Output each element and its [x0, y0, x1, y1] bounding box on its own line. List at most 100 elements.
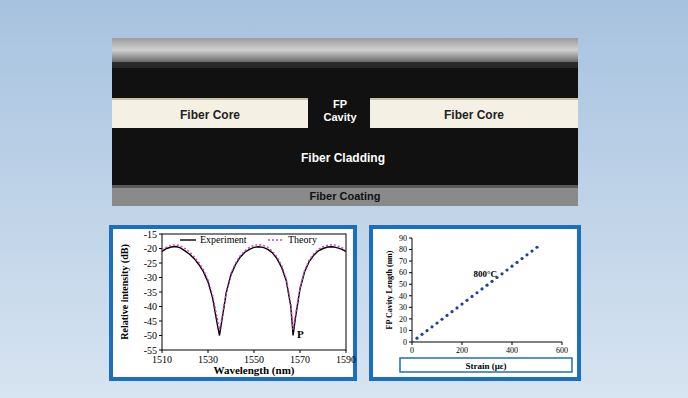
y-tick-label: -45: [144, 316, 157, 327]
legend-item: Experiment: [180, 234, 247, 245]
y-tick: [409, 249, 412, 250]
x-label: Wavelength (nm): [214, 364, 295, 377]
x-tick-label: 600: [556, 346, 568, 355]
y-tick: [159, 321, 162, 322]
point: [420, 333, 423, 336]
x-tick: [346, 350, 347, 353]
point: [475, 291, 478, 294]
y-label: Relative intensity (dB): [119, 244, 131, 340]
y-axis: [412, 238, 413, 342]
edge: [112, 185, 578, 188]
point: [425, 329, 428, 332]
x-tick-label: 1510: [152, 354, 172, 365]
point: [525, 253, 528, 256]
y-tick-label: -35: [144, 287, 157, 298]
coating-bottom: [112, 185, 578, 206]
data-area: [162, 245, 346, 336]
chart-line: 15101530155015701590-55-50-45-40-35-30-2…: [111, 227, 356, 379]
x-tick: [208, 350, 209, 353]
core-edge: [370, 98, 578, 100]
coating-top: [112, 38, 578, 62]
y-tick: [409, 342, 412, 343]
series-line: [162, 245, 346, 330]
y-tick: [409, 261, 412, 262]
x-tick: [512, 342, 513, 345]
y-tick: [159, 350, 162, 351]
chart-frame: [111, 227, 355, 379]
y-tick: [159, 335, 162, 336]
y-tick-label: 70: [399, 257, 407, 266]
point: [460, 302, 463, 305]
point: [535, 246, 538, 249]
point: [485, 284, 488, 287]
plot-frame: [162, 234, 346, 350]
legend-swatch: [268, 239, 284, 240]
y-tick-label: 20: [399, 315, 407, 324]
point: [435, 321, 438, 324]
label: Fiber Core: [444, 108, 504, 122]
core-right: [370, 98, 578, 128]
y-tick: [409, 284, 412, 285]
y-tick-label: 0: [403, 338, 407, 347]
y-tick: [159, 248, 162, 249]
point: [520, 257, 523, 260]
point: [445, 314, 448, 317]
x-tick: [562, 342, 563, 345]
y-tick-label: -20: [144, 243, 157, 254]
photo: [112, 38, 578, 206]
data-area: [412, 246, 539, 342]
legend-label: Experiment: [200, 234, 247, 245]
point: [505, 268, 508, 271]
point: [470, 295, 473, 298]
x-tick: [462, 342, 463, 345]
point: [455, 306, 458, 309]
point: [490, 280, 493, 283]
y-tick: [159, 234, 162, 235]
y-tick-label: 90: [399, 234, 407, 243]
chart-frame: [371, 227, 579, 379]
y-tick-label: -25: [144, 258, 157, 269]
y-tick-label: -55: [144, 345, 157, 356]
y-tick-label: 10: [399, 326, 407, 335]
point: [480, 287, 483, 290]
point: [515, 261, 518, 264]
y-tick-label: 60: [399, 268, 407, 277]
annotation: 800°C: [474, 269, 498, 279]
y-tick-label: 30: [399, 303, 407, 312]
x-label: Strain (με): [465, 361, 506, 371]
point: [430, 325, 433, 328]
background: [0, 0, 688, 398]
label: Fiber Coating: [310, 190, 381, 202]
legend-item: Theory: [268, 234, 317, 245]
core-left: [112, 98, 308, 128]
y-label: FP Cavity Length (nm): [385, 250, 394, 329]
x-tick-label: 400: [506, 346, 518, 355]
series-line: [162, 246, 346, 335]
point: [500, 272, 503, 275]
point: [450, 310, 453, 313]
y-tick: [409, 318, 412, 319]
point: [412, 340, 414, 342]
y-tick: [409, 330, 412, 331]
y-tick: [409, 272, 412, 273]
point: [530, 249, 533, 252]
x-tick-label: 200: [456, 346, 468, 355]
fiber-image: Fiber CoreFPCavityFiber CoreFiber Claddi…: [112, 38, 578, 206]
y-tick-label: 80: [399, 245, 407, 254]
y-tick: [409, 307, 412, 308]
y-tick: [159, 277, 162, 278]
x-tick: [254, 350, 255, 353]
core-edge: [112, 98, 308, 100]
label: FPCavity: [323, 98, 357, 123]
edge: [112, 62, 578, 68]
y-tick-label: -15: [144, 229, 157, 240]
y-tick: [159, 292, 162, 293]
legend-swatch: [180, 239, 196, 240]
point: [510, 265, 513, 268]
y-tick-label: -40: [144, 301, 157, 312]
x-label-box: [400, 358, 572, 372]
y-tick: [159, 263, 162, 264]
slide: Fiber CoreFPCavityFiber CoreFiber Claddi…: [0, 0, 688, 398]
x-axis: [412, 342, 562, 343]
y-tick-label: 50: [399, 280, 407, 289]
